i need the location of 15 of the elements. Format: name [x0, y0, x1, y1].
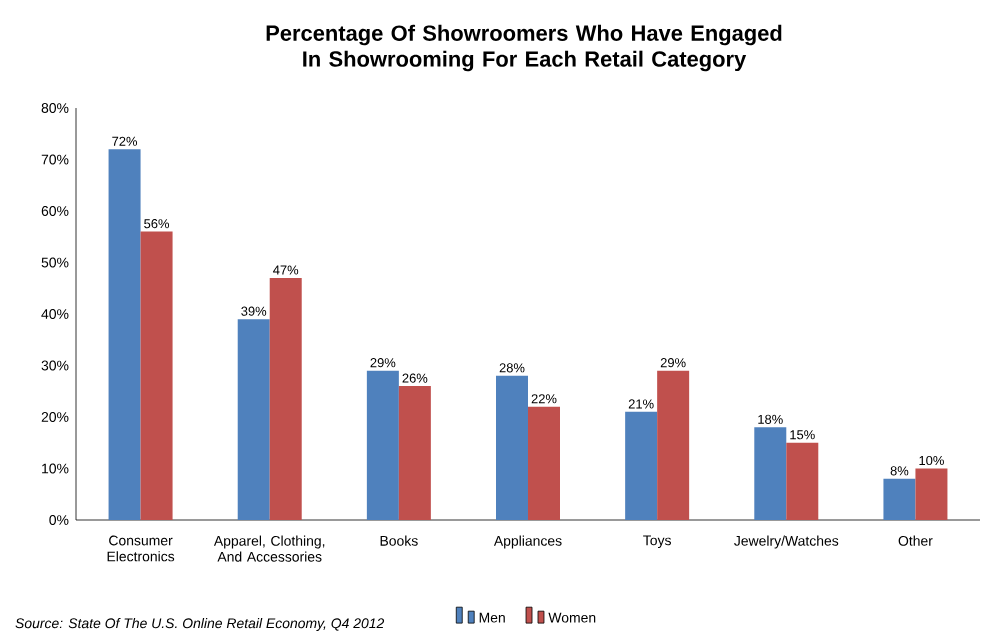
bar — [883, 478, 916, 520]
bar — [915, 468, 948, 520]
bar — [366, 370, 399, 520]
bar — [496, 375, 528, 520]
bar — [237, 319, 270, 520]
bar — [140, 231, 173, 520]
bar — [625, 411, 658, 520]
bar — [528, 406, 560, 520]
bar — [754, 427, 787, 520]
chart-title: Percentage Of Showroomers Who Have Engaged In Showrooming For Each Retail Category — [266, 24, 782, 72]
bar — [269, 277, 302, 520]
bar — [108, 149, 141, 520]
bar — [657, 370, 690, 520]
bar — [398, 386, 431, 520]
bar — [786, 442, 819, 520]
